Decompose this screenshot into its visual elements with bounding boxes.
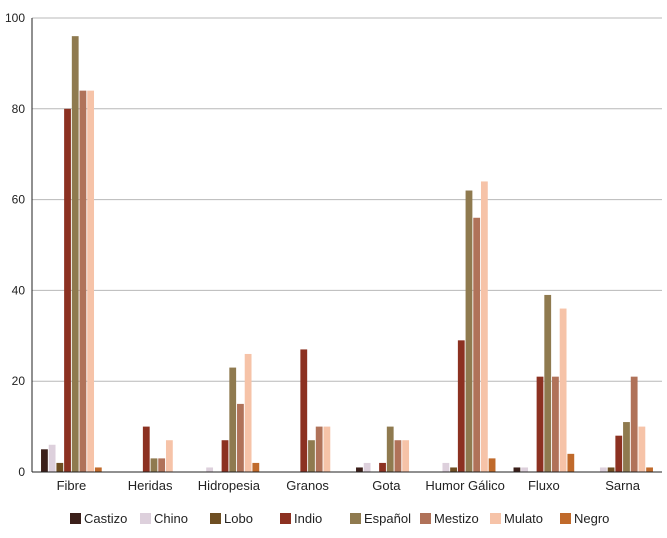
bar <box>244 353 252 472</box>
bar <box>536 376 544 472</box>
bar <box>599 467 607 472</box>
bar <box>252 462 260 472</box>
x-category-label: Gota <box>372 478 401 493</box>
bar <box>206 467 214 472</box>
bar <box>552 376 559 472</box>
legend-label: Castizo <box>84 511 127 526</box>
bar <box>56 462 64 472</box>
legend-swatch <box>280 513 291 524</box>
legend-swatch <box>210 513 221 524</box>
legend-label: Español <box>364 511 411 526</box>
bar <box>79 90 87 472</box>
bar <box>646 467 653 472</box>
legend-swatch <box>560 513 571 524</box>
bar <box>607 467 615 472</box>
bar <box>394 440 402 472</box>
x-category-label: Granos <box>286 478 329 493</box>
axes <box>31 18 662 473</box>
x-category-label: Fluxo <box>528 478 560 493</box>
bar <box>544 294 552 472</box>
bar <box>229 367 237 472</box>
legend-swatch <box>140 513 151 524</box>
bar <box>300 349 308 472</box>
legend-label: Mestizo <box>434 511 479 526</box>
bar <box>221 440 229 472</box>
bar <box>308 440 315 472</box>
y-tick-label: 40 <box>12 283 26 297</box>
bar <box>402 440 410 472</box>
y-tick-label: 60 <box>12 193 26 207</box>
bar <box>87 90 95 472</box>
bar <box>315 426 323 472</box>
bar <box>379 462 386 472</box>
bar <box>473 217 481 472</box>
bar <box>488 458 496 472</box>
y-axis-tick-labels: 0 20 40 60 80 100 <box>5 11 25 479</box>
bar <box>457 340 465 472</box>
x-category-label: Heridas <box>128 478 173 493</box>
bar <box>521 467 529 472</box>
x-category-label: Sarna <box>605 478 640 493</box>
x-category-label: Fibre <box>57 478 87 493</box>
bar <box>158 458 166 472</box>
bar <box>71 36 79 472</box>
bar <box>480 181 488 472</box>
legend-swatch <box>350 513 361 524</box>
x-category-label: Humor Gálico <box>425 478 504 493</box>
x-axis-category-labels: Fibre Heridas Hidropesia Granos Gota Humor Gá… <box>57 478 641 493</box>
bar <box>513 467 521 472</box>
y-tick-label: 20 <box>12 374 26 388</box>
legend-label: Lobo <box>224 511 253 526</box>
bar <box>442 462 450 472</box>
bar <box>323 426 331 472</box>
bars <box>41 36 653 473</box>
bar <box>356 467 363 472</box>
bar <box>142 426 150 472</box>
bar <box>64 108 71 473</box>
gridlines <box>32 17 662 382</box>
bar <box>48 444 56 472</box>
bar <box>630 376 638 472</box>
bar <box>237 403 244 472</box>
legend-swatch <box>70 513 81 524</box>
bar <box>94 467 102 472</box>
legend-swatch <box>420 513 431 524</box>
bar <box>363 462 371 472</box>
bar <box>465 190 473 472</box>
bar <box>615 435 623 472</box>
bar <box>559 308 567 472</box>
legend: Castizo Chino Lobo Indio Español Mestizo Mulat… <box>70 511 609 526</box>
y-tick-label: 80 <box>12 102 26 116</box>
legend-swatch <box>490 513 501 524</box>
legend-label: Mulato <box>504 511 543 526</box>
bar <box>638 426 646 472</box>
bar <box>450 467 457 472</box>
legend-label: Negro <box>574 511 609 526</box>
legend-label: Chino <box>154 511 188 526</box>
bar <box>567 453 575 472</box>
bar <box>623 422 630 472</box>
y-tick-label: 100 <box>5 11 25 25</box>
bar <box>150 458 158 472</box>
x-category-label: Hidropesia <box>198 478 261 493</box>
bar <box>165 440 173 472</box>
y-tick-label: 0 <box>18 465 25 479</box>
bar <box>41 449 48 472</box>
bar <box>386 426 394 472</box>
legend-label: Indio <box>294 511 322 526</box>
